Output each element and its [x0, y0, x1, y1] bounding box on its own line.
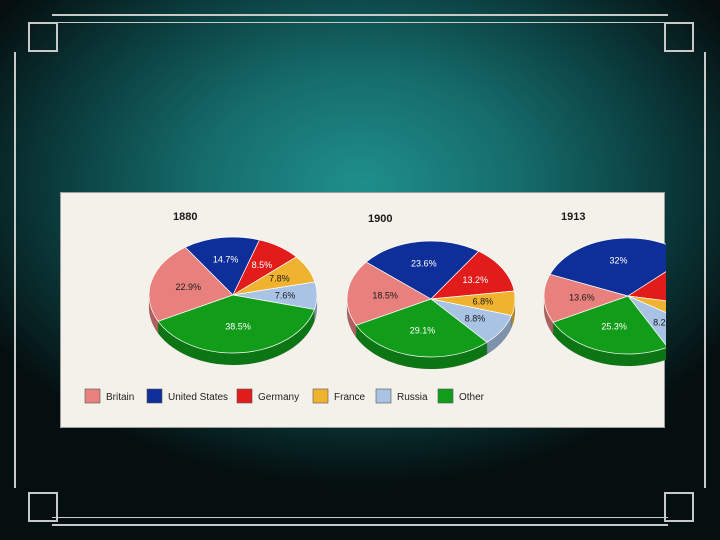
legend-label-united-states: United States — [168, 392, 228, 403]
pie-label-1880-russia: 7.6% — [275, 290, 296, 300]
legend-swatch-other — [437, 388, 454, 404]
pie-slice-1900-britain — [346, 261, 432, 326]
pie-slice-1913-united-states — [549, 237, 666, 297]
pie-slice-1880-other — [157, 294, 315, 354]
legend-swatch-france — [312, 388, 329, 404]
legend-swatch-russia — [375, 388, 392, 404]
pie-label-1900-germany: 13.2% — [463, 275, 489, 285]
pie-label-1913-germany: 14.8% — [665, 281, 666, 291]
pie-label-1880-other: 38.5% — [225, 322, 251, 332]
legend-label-russia: Russia — [397, 392, 428, 403]
pie-label-1880-france: 7.8% — [269, 274, 290, 284]
pie-title-1880: 1880 — [173, 211, 197, 223]
pie-label-1880-united-states: 14.7% — [213, 254, 239, 264]
pie-1913: 13.6%32%14.8%6.1%8.2%25.3% — [543, 237, 666, 367]
pie-label-1913-united-states: 32% — [610, 256, 628, 266]
pie-slice-1880-united-states — [184, 236, 260, 296]
pie-charts: 22.9% 14.7% 8.5% 7.8% 7.6% 38.5% 1880 18.5% 23.6… — [84, 211, 666, 404]
legend-label-britain: Britain — [106, 392, 134, 403]
pie-1880: 22.9% 14.7% 8.5% 7.8% 7.6% 38.5% — [148, 236, 318, 366]
pie-label-1880-germany: 8.5% — [252, 260, 273, 270]
frame-right-line — [704, 52, 706, 488]
pie-slice-1880-britain — [148, 246, 234, 322]
pie-label-1900-united-states: 23.6% — [411, 258, 437, 268]
pie-label-1900-other: 29.1% — [410, 325, 436, 335]
legend-label-other: Other — [459, 392, 485, 403]
pie-slice-1913-russia — [627, 295, 666, 346]
frame-top-line — [52, 14, 668, 16]
frame-inner-top-line — [52, 22, 668, 23]
pie-label-1913-other: 25.3% — [601, 321, 627, 331]
frame-corner-bottom-left — [28, 492, 58, 522]
pie-label-1900-france: 6.8% — [473, 297, 494, 307]
pie-title-1913: 1913 — [561, 211, 585, 223]
pie-slice-1900-germany — [430, 250, 515, 300]
pie-label-1913-britain: 13.6% — [569, 292, 595, 302]
frame-left-line — [14, 52, 16, 488]
legend-swatch-united-states — [146, 388, 163, 404]
legend-swatch-britain — [84, 388, 101, 404]
pie-label-1900-russia: 8.8% — [465, 313, 486, 323]
pie-slice-1913-germany — [626, 271, 666, 302]
frame-corner-top-left — [28, 22, 58, 52]
legend: Britain United States Germany France Russia O… — [84, 388, 485, 404]
pie-slice-1900-other — [355, 298, 488, 358]
frame-inner-bottom-line — [52, 517, 668, 518]
legend-swatch-germany — [236, 388, 253, 404]
legend-label-france: France — [334, 392, 366, 403]
legend-label-germany: Germany — [258, 392, 299, 403]
pie-slice-1913-britain — [543, 273, 630, 323]
pie-label-1913-russia: 8.2% — [653, 317, 666, 327]
pie-label-1880-britain: 22.9% — [175, 282, 201, 292]
chart-panel: 22.9% 14.7% 8.5% 7.8% 7.6% 38.5% 1880 18.5% 23.6… — [60, 192, 666, 428]
frame-bottom-line — [52, 524, 668, 526]
pie-title-1900: 1900 — [368, 213, 392, 225]
frame-corner-bottom-right — [664, 492, 694, 522]
pie-1900: 18.5% 23.6% 13.2% 6.8% 8.8% 29.1% — [346, 240, 516, 370]
frame-corner-top-right — [664, 22, 694, 52]
pie-label-1900-britain: 18.5% — [372, 290, 398, 300]
pie-slice-1913-other — [552, 295, 666, 355]
pie-slice-1900-united-states — [365, 240, 480, 300]
